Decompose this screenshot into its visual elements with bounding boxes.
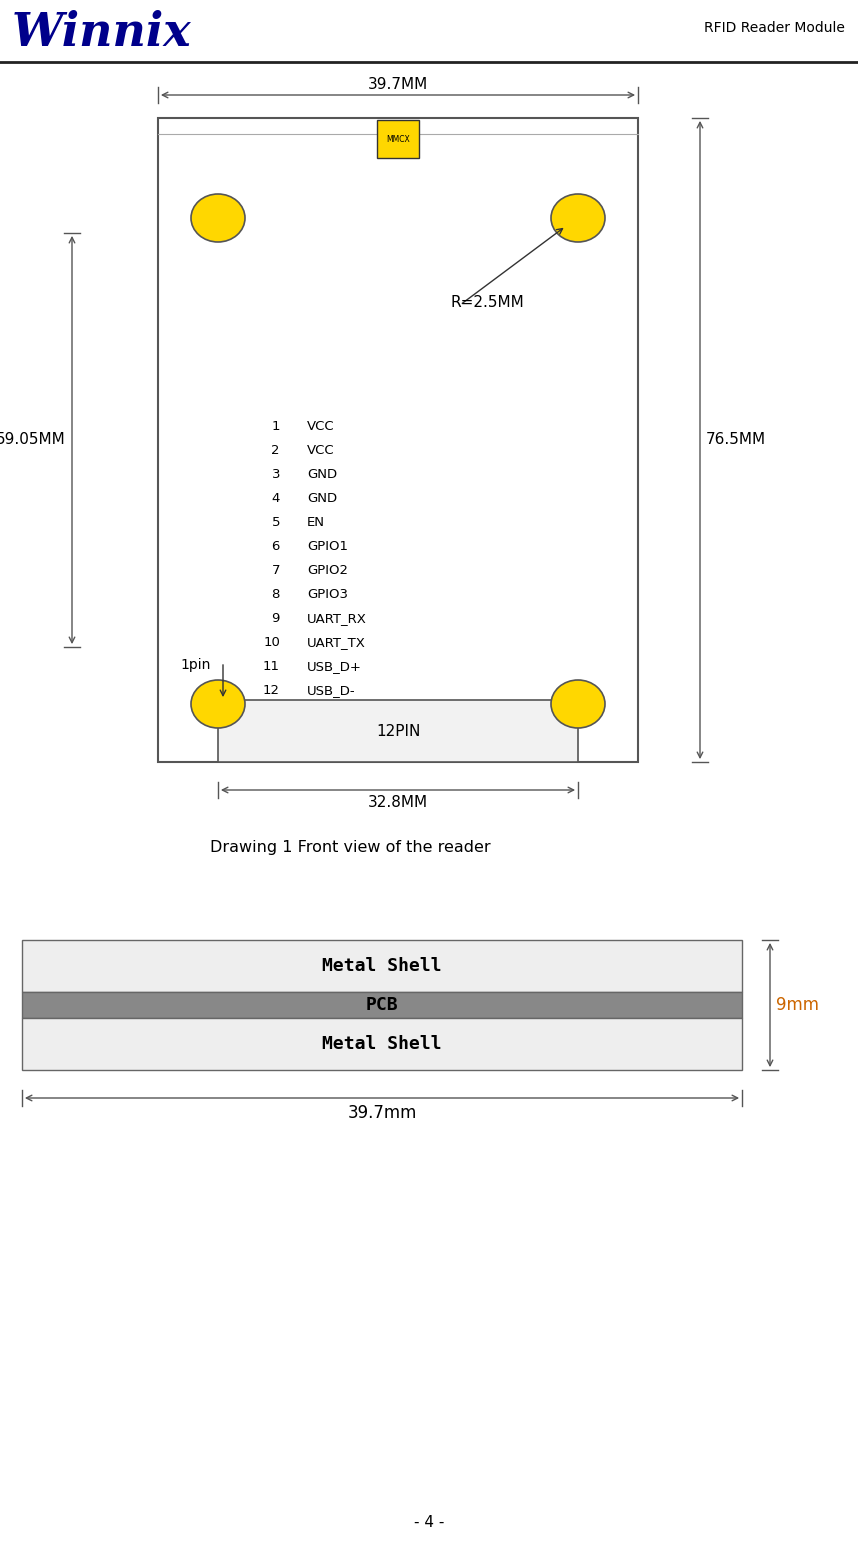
Text: 39.7MM: 39.7MM	[368, 77, 428, 91]
Text: 59.05MM: 59.05MM	[0, 433, 66, 447]
Text: GPIO2: GPIO2	[307, 565, 348, 577]
Text: 9: 9	[272, 613, 280, 625]
Text: 9mm: 9mm	[776, 996, 819, 1013]
Text: 39.7mm: 39.7mm	[347, 1105, 417, 1122]
Ellipse shape	[191, 193, 245, 241]
Ellipse shape	[551, 193, 605, 241]
Bar	[377, 121, 419, 158]
Bar	[22, 941, 742, 992]
Text: 5: 5	[271, 517, 280, 529]
Text: VCC: VCC	[307, 444, 335, 456]
Text: VCC: VCC	[307, 419, 335, 433]
Text: 3: 3	[271, 469, 280, 481]
Text: GND: GND	[307, 492, 337, 504]
Text: 10: 10	[263, 636, 280, 650]
Text: 12PIN: 12PIN	[376, 724, 420, 738]
Text: USB_D+: USB_D+	[307, 661, 362, 673]
Text: Winnix: Winnix	[12, 9, 191, 56]
Text: PCB: PCB	[366, 996, 398, 1013]
Text: Metal Shell: Metal Shell	[323, 1035, 442, 1054]
Text: GPIO1: GPIO1	[307, 540, 348, 552]
Text: 32.8MM: 32.8MM	[368, 795, 428, 811]
Text: MMCX: MMCX	[386, 135, 410, 144]
Text: 7: 7	[271, 565, 280, 577]
Text: GPIO3: GPIO3	[307, 588, 348, 600]
Text: R=2.5MM: R=2.5MM	[450, 295, 523, 309]
Ellipse shape	[551, 681, 605, 729]
Text: 11: 11	[263, 661, 280, 673]
Text: 76.5MM: 76.5MM	[706, 433, 766, 447]
Text: 1: 1	[271, 419, 280, 433]
Ellipse shape	[191, 681, 245, 729]
Text: Drawing 1 Front view of the reader: Drawing 1 Front view of the reader	[209, 840, 490, 855]
Text: 6: 6	[272, 540, 280, 552]
Text: Metal Shell: Metal Shell	[323, 958, 442, 975]
Bar	[22, 1018, 742, 1071]
Text: GND: GND	[307, 469, 337, 481]
Text: UART_TX: UART_TX	[307, 636, 366, 650]
Text: 1pin: 1pin	[181, 657, 211, 671]
Text: EN: EN	[307, 517, 325, 529]
Text: RFID Reader Module: RFID Reader Module	[704, 22, 845, 36]
Text: - 4 -: - 4 -	[414, 1515, 444, 1530]
Text: UART_RX: UART_RX	[307, 613, 367, 625]
Text: 8: 8	[272, 588, 280, 600]
Text: 12: 12	[263, 684, 280, 698]
Bar	[158, 118, 638, 763]
Bar	[218, 699, 578, 763]
Text: 2: 2	[271, 444, 280, 456]
Bar	[22, 992, 742, 1018]
Text: USB_D-: USB_D-	[307, 684, 355, 698]
Text: 4: 4	[272, 492, 280, 504]
